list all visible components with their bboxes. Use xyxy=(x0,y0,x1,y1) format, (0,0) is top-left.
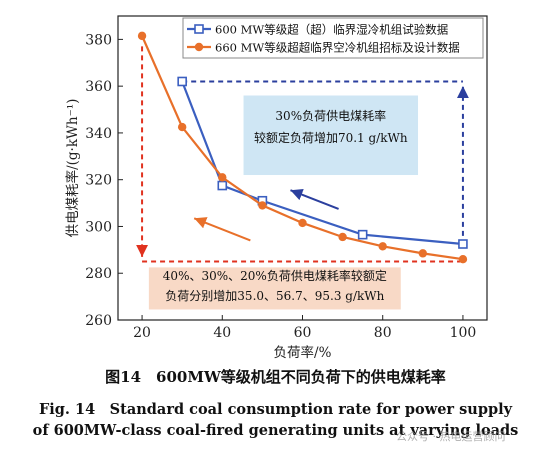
data-point-series-2 xyxy=(177,122,187,132)
x-tick-label: 20 xyxy=(133,325,151,341)
figure-caption-en-line1: Fig. 14 Standard coal consumption rate f… xyxy=(38,401,513,418)
data-point-series-2 xyxy=(378,242,387,251)
data-point-series-2 xyxy=(458,255,468,264)
trend-arrow-orange xyxy=(193,217,251,242)
y-tick-label: 260 xyxy=(85,313,112,329)
annotation-box-orange xyxy=(148,267,401,310)
data-point-series-1 xyxy=(458,239,468,249)
figure-caption-en-line2: of 600MW-class coal-fired generating uni… xyxy=(32,422,519,439)
y-tick-label: 320 xyxy=(85,173,112,189)
x-tick-label: 80 xyxy=(374,325,392,341)
data-point-series-2 xyxy=(258,201,267,210)
legend-label: 660 MW等级超超临界空冷机组招标及设计数据 xyxy=(215,41,460,55)
y-tick-label: 340 xyxy=(85,126,112,142)
data-point-series-2 xyxy=(218,173,227,182)
data-point-series-1 xyxy=(357,229,368,240)
y-tick-label: 360 xyxy=(85,79,112,95)
legend-swatch-marker xyxy=(194,24,204,34)
annotation-text-blue: 30%负荷供电煤耗率 xyxy=(275,108,386,123)
x-tick-label: 40 xyxy=(213,325,231,341)
data-point-series-1 xyxy=(217,180,228,191)
annotation-text-orange: 负荷分别增加35.0、56.7、95.3 g/kWh xyxy=(165,289,384,303)
legend-label: 600 MW等级超（超）临界湿冷机组试验数据 xyxy=(215,23,449,37)
trend-arrow-blue xyxy=(290,188,339,210)
data-point-series-2 xyxy=(418,249,428,258)
y-tick-label: 280 xyxy=(85,266,112,282)
legend-swatch-marker xyxy=(194,42,204,52)
figure-caption-cn: 图14 600MW等级机组不同负荷下的供电煤耗率 xyxy=(105,368,446,386)
y-tick-label: 300 xyxy=(85,219,112,235)
annotation-text-blue: 较额定负荷增加70.1 g/kWh xyxy=(254,130,408,145)
x-tick-label: 100 xyxy=(450,325,477,341)
x-tick-label: 60 xyxy=(294,325,312,341)
x-axis-label: 负荷率/% xyxy=(274,344,332,360)
annotation-text-orange: 40%、30%、20%负荷供电煤耗率较额定 xyxy=(163,268,387,283)
y-axis-label: 供电煤耗率/(g·kWh⁻¹) xyxy=(64,99,81,238)
data-point-series-2 xyxy=(338,232,347,242)
data-point-series-2 xyxy=(298,218,307,228)
legend-box xyxy=(182,17,484,59)
annotation-box-blue xyxy=(243,95,419,176)
watermark: 公众号 · 热电运营顾问 xyxy=(396,430,506,443)
data-point-series-1 xyxy=(177,76,187,87)
data-point-series-2 xyxy=(137,31,147,41)
y-tick-label: 380 xyxy=(85,32,112,48)
